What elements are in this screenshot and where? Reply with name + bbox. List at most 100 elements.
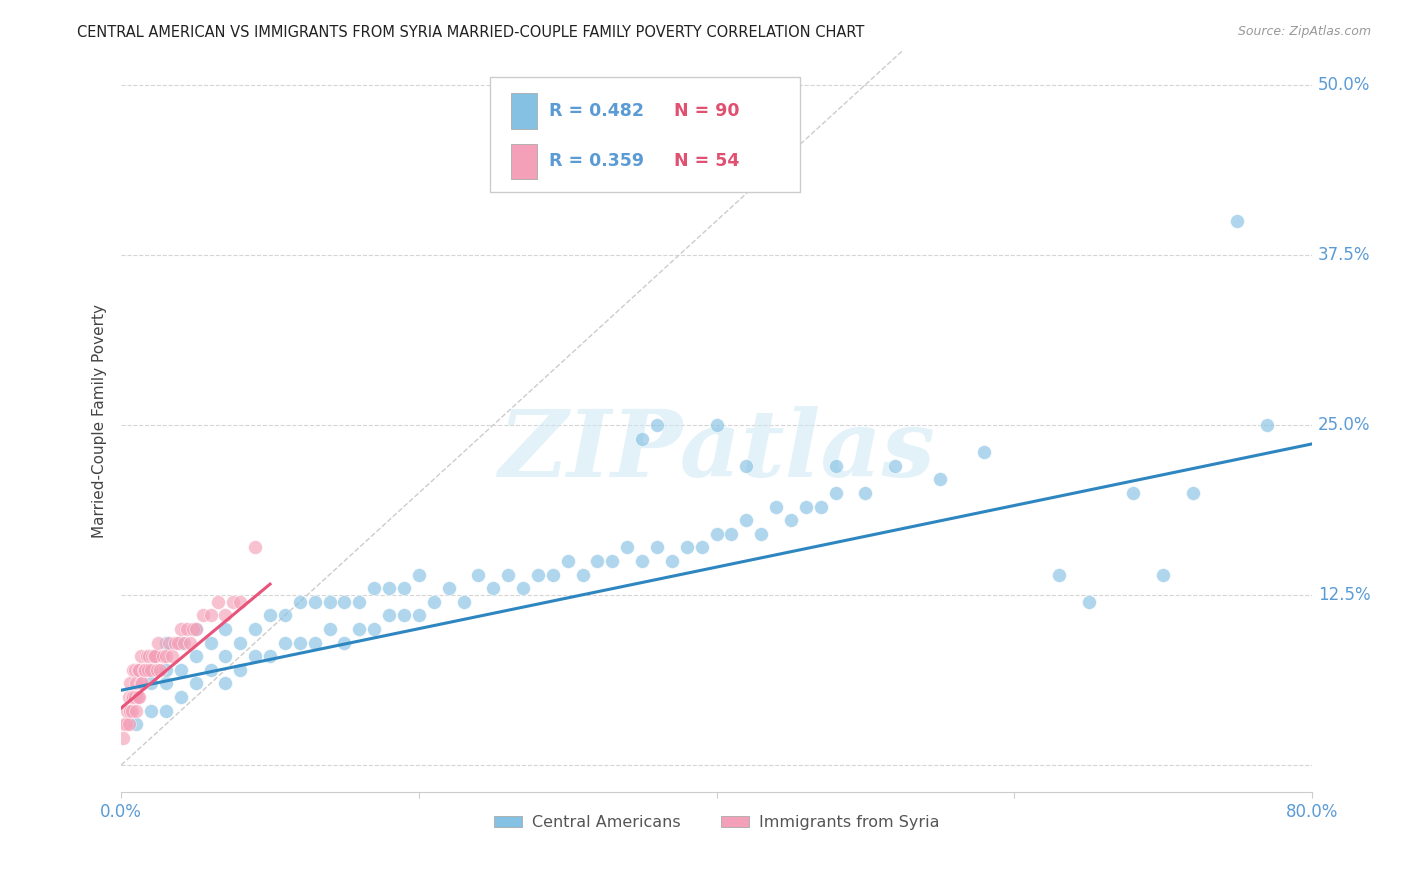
Point [243, 622, 266, 636]
Point [152, 649, 174, 664]
Point [120, 676, 142, 690]
Point [121, 690, 143, 704]
Point [749, 526, 772, 541]
Point [200, 608, 222, 623]
Text: Source: ZipAtlas.com: Source: ZipAtlas.com [1237, 25, 1371, 38]
Point [333, 595, 356, 609]
Point [222, 595, 245, 609]
Point [214, 608, 236, 623]
Point [392, 581, 415, 595]
FancyBboxPatch shape [510, 93, 537, 128]
Point [274, 608, 297, 623]
Text: R = 0.482: R = 0.482 [548, 102, 644, 120]
Point [145, 649, 167, 664]
Point [139, 663, 162, 677]
Point [207, 595, 229, 609]
Point [129, 676, 152, 690]
Text: 12.5%: 12.5% [1317, 586, 1371, 604]
Point [120, 704, 142, 718]
Point [349, 622, 371, 636]
Point [163, 635, 186, 649]
Point [148, 635, 170, 649]
Point [259, 649, 281, 664]
Point [132, 663, 155, 677]
Point [128, 690, 150, 704]
Point [690, 541, 713, 555]
Point [928, 472, 950, 486]
Point [160, 649, 183, 664]
Point [131, 676, 153, 690]
Point [794, 500, 817, 514]
Point [1226, 214, 1249, 228]
Point [146, 663, 169, 677]
Point [408, 608, 430, 623]
Point [200, 663, 222, 677]
Point [706, 526, 728, 541]
Point [586, 554, 609, 568]
Point [170, 635, 193, 649]
Point [512, 581, 534, 595]
Text: ZIPatlas: ZIPatlas [498, 406, 935, 496]
Point [125, 704, 148, 718]
Point [243, 541, 266, 555]
Point [139, 704, 162, 718]
Text: 25.0%: 25.0% [1317, 416, 1371, 434]
Point [128, 663, 150, 677]
Point [200, 635, 222, 649]
Point [115, 704, 138, 718]
Point [437, 581, 460, 595]
Point [176, 622, 198, 636]
Point [392, 608, 415, 623]
Point [482, 581, 505, 595]
Text: R = 0.359: R = 0.359 [548, 153, 644, 170]
Point [138, 649, 160, 664]
Text: 37.5%: 37.5% [1317, 246, 1371, 264]
Point [363, 581, 385, 595]
Point [149, 663, 172, 677]
Point [274, 635, 297, 649]
Point [706, 417, 728, 432]
Point [735, 513, 758, 527]
Point [571, 567, 593, 582]
Point [304, 635, 326, 649]
Legend: Central Americans, Immigrants from Syria: Central Americans, Immigrants from Syria [488, 808, 946, 836]
Point [765, 500, 787, 514]
Point [661, 554, 683, 568]
Point [229, 663, 252, 677]
Point [735, 458, 758, 473]
Text: CENTRAL AMERICAN VS IMMIGRANTS FROM SYRIA MARRIED-COUPLE FAMILY POVERTY CORRELAT: CENTRAL AMERICAN VS IMMIGRANTS FROM SYRI… [77, 25, 865, 40]
Point [884, 458, 907, 473]
Point [1181, 486, 1204, 500]
Point [363, 622, 385, 636]
Point [155, 635, 177, 649]
Point [214, 649, 236, 664]
Point [229, 635, 252, 649]
Point [170, 622, 193, 636]
Point [184, 676, 207, 690]
Y-axis label: Married-Couple Family Poverty: Married-Couple Family Poverty [93, 304, 107, 539]
Point [824, 458, 846, 473]
Point [141, 649, 163, 664]
Point [527, 567, 550, 582]
Point [349, 595, 371, 609]
Point [121, 704, 143, 718]
Point [214, 676, 236, 690]
Point [318, 622, 340, 636]
Text: N = 54: N = 54 [673, 153, 740, 170]
Point [181, 622, 204, 636]
Point [111, 731, 134, 745]
Point [378, 608, 401, 623]
Point [166, 635, 188, 649]
Point [124, 690, 146, 704]
Point [645, 417, 668, 432]
Point [631, 554, 654, 568]
Point [1152, 567, 1174, 582]
Point [1256, 417, 1278, 432]
Point [645, 541, 668, 555]
Point [602, 554, 624, 568]
Point [453, 595, 475, 609]
Point [155, 649, 177, 664]
Point [127, 690, 149, 704]
Point [155, 704, 177, 718]
Point [134, 663, 156, 677]
